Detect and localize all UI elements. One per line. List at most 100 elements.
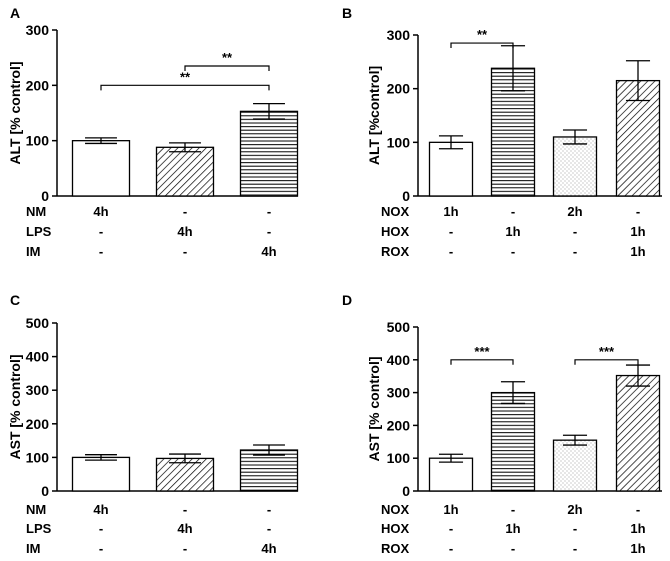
condition-cell: 4h: [177, 521, 192, 536]
condition-cell: -: [267, 502, 271, 517]
y-tick-label: 100: [387, 450, 411, 466]
y-tick-label: 0: [41, 483, 49, 499]
condition-cell: -: [99, 521, 103, 536]
condition-cell: -: [449, 244, 453, 259]
panel-b: B 0 100 200 300 ALT [%control] ** NOX 1h - 2h - HOX -…: [342, 5, 662, 259]
condition-cell: -: [573, 244, 577, 259]
condition-cell: -: [183, 541, 187, 556]
y-tick-label: 200: [26, 416, 50, 432]
y-tick-label: 200: [387, 417, 411, 433]
condition-cell: -: [573, 541, 577, 556]
condition-cell: -: [183, 244, 187, 259]
condition-cell: -: [99, 541, 103, 556]
significance-bracket: [574, 359, 639, 365]
y-tick-label: 100: [26, 133, 50, 149]
y-axis-title: ALT [% control]: [7, 61, 23, 164]
condition-label: LPS: [26, 224, 52, 239]
condition-cell: -: [636, 204, 640, 219]
bar-1: [428, 141, 474, 197]
condition-cell: -: [99, 244, 103, 259]
bar-3: [552, 439, 598, 492]
condition-cell: -: [573, 224, 577, 239]
y-tick-label: 0: [402, 188, 410, 204]
significance-bracket: [450, 359, 514, 365]
significance-label: ***: [599, 344, 615, 359]
y-axis-title: AST [% control]: [366, 357, 382, 462]
condition-cell: -: [183, 204, 187, 219]
condition-cell: -: [99, 224, 103, 239]
condition-cell: -: [511, 502, 515, 517]
condition-cell: -: [636, 502, 640, 517]
bar-4: [615, 374, 661, 492]
significance-bracket: [450, 42, 514, 49]
condition-cell: -: [267, 204, 271, 219]
condition-cell: -: [573, 521, 577, 536]
condition-cell: 2h: [567, 502, 582, 517]
condition-label: HOX: [381, 224, 410, 239]
bar-3: [239, 110, 299, 197]
condition-label: NOX: [381, 204, 410, 219]
y-tick-label: 500: [387, 319, 411, 335]
bar-1: [428, 457, 474, 492]
condition-label: IM: [26, 244, 40, 259]
significance-label: **: [477, 27, 488, 42]
y-axis-title: ALT [%control]: [366, 66, 382, 165]
condition-label: NM: [26, 204, 46, 219]
panel-c: C 0 100 200 300 400 500 AST [% control] NM 4h - - LP…: [7, 292, 299, 556]
condition-label: ROX: [381, 244, 410, 259]
significance-bracket: [100, 84, 270, 91]
significance-label: ***: [474, 344, 490, 359]
y-tick-label: 400: [26, 349, 50, 365]
condition-cell: 4h: [261, 244, 276, 259]
significance-label: **: [180, 69, 191, 84]
condition-label: LPS: [26, 521, 52, 536]
condition-cell: 1h: [505, 224, 520, 239]
condition-cell: 1h: [443, 204, 458, 219]
condition-cell: -: [449, 541, 453, 556]
condition-cell: 4h: [93, 502, 108, 517]
condition-cell: 1h: [630, 521, 645, 536]
condition-label: NM: [26, 502, 46, 517]
condition-label: HOX: [381, 521, 410, 536]
condition-cell: -: [511, 204, 515, 219]
y-tick-label: 300: [387, 385, 411, 401]
panel-d: D 0 100 200 300 400 500 AST [% control] *** *** NO…: [342, 292, 662, 556]
panel-label: B: [342, 5, 352, 21]
y-tick-label: 100: [387, 134, 411, 150]
significance-label: **: [222, 50, 233, 65]
bar-3: [552, 136, 598, 197]
condition-label: NOX: [381, 502, 410, 517]
y-tick-label: 300: [387, 27, 411, 43]
y-tick-label: 500: [26, 315, 50, 331]
y-tick-label: 0: [402, 483, 410, 499]
bar-1: [71, 456, 131, 492]
panel-label: C: [10, 292, 20, 308]
bar-2: [155, 146, 215, 197]
condition-cell: 2h: [567, 204, 582, 219]
condition-cell: 1h: [630, 244, 645, 259]
condition-cell: -: [267, 521, 271, 536]
condition-label: ROX: [381, 541, 410, 556]
condition-cell: -: [511, 244, 515, 259]
y-tick-label: 300: [26, 382, 50, 398]
condition-cell: 4h: [261, 541, 276, 556]
condition-cell: -: [449, 224, 453, 239]
panel-a: A 0 100 200 300 ALT [% control] ** ** NM 4h - - LPS -…: [7, 5, 299, 259]
condition-cell: 4h: [93, 204, 108, 219]
y-tick-label: 400: [387, 352, 411, 368]
condition-cell: -: [183, 502, 187, 517]
condition-cell: 1h: [630, 224, 645, 239]
condition-cell: 4h: [177, 224, 192, 239]
y-tick-label: 200: [387, 81, 411, 97]
bar-2: [490, 391, 536, 492]
y-tick-label: 300: [26, 22, 50, 38]
y-tick-label: 100: [26, 449, 50, 465]
y-tick-label: 200: [26, 77, 50, 93]
panel-label: A: [10, 5, 20, 21]
significance-bracket: [184, 65, 270, 71]
condition-cell: -: [449, 521, 453, 536]
condition-cell: 1h: [443, 502, 458, 517]
condition-cell: 1h: [630, 541, 645, 556]
condition-cell: -: [511, 541, 515, 556]
